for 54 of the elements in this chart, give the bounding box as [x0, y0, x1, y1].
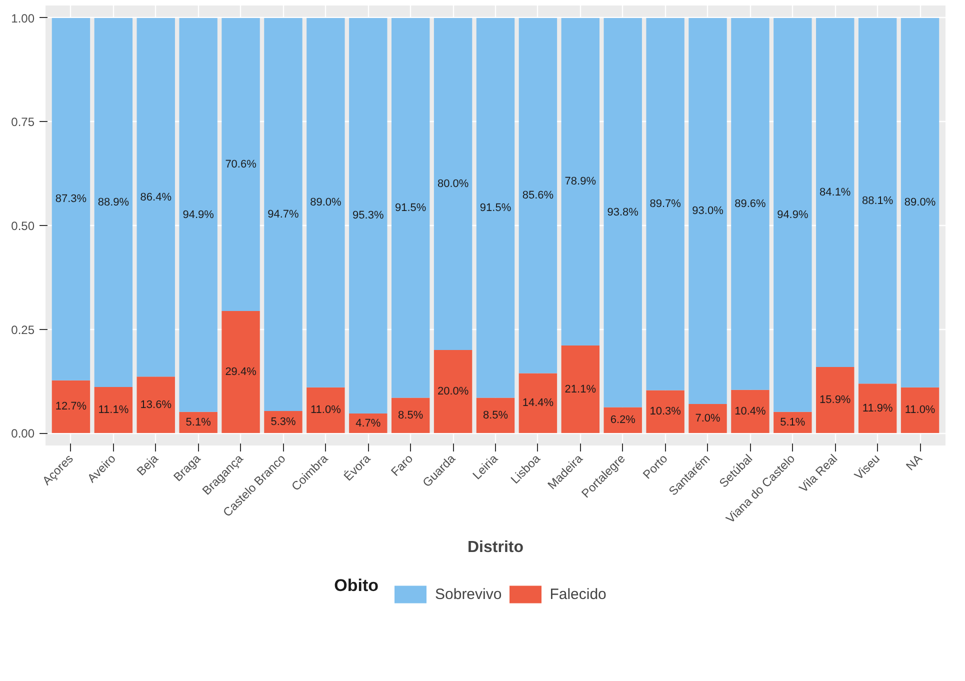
data-label: 87.3% [55, 193, 87, 206]
data-label: 89.7% [650, 198, 682, 210]
data-label: 10.3% [650, 406, 682, 418]
legend-label: Falecido [550, 586, 606, 602]
data-label: 80.0% [437, 178, 469, 190]
x-tick-label: NA [903, 452, 925, 474]
data-label: 15.9% [820, 394, 851, 406]
data-label: 11.9% [862, 402, 893, 414]
data-label: 21.1% [564, 383, 596, 396]
data-label: 6.2% [610, 414, 636, 426]
data-label: 89.0% [310, 196, 342, 209]
y-tick-label: 0.75 [11, 115, 35, 130]
x-tick-label: Faro [388, 451, 416, 479]
data-label: 12.7% [55, 400, 87, 413]
y-tick-label: 1.00 [11, 11, 35, 26]
data-label: 4.7% [356, 417, 381, 430]
data-label: 10.4% [734, 405, 766, 418]
data-label: 94.9% [182, 208, 214, 221]
data-label: 8.5% [482, 409, 508, 422]
x-tick-label: Beja [134, 451, 162, 478]
data-label: 88.1% [862, 194, 894, 207]
x-axis-title: Distrito [468, 538, 524, 556]
data-label: 88.9% [98, 196, 130, 208]
data-label: 70.6% [225, 158, 257, 170]
data-label: 20.0% [437, 386, 469, 398]
data-label: 94.7% [268, 208, 300, 220]
data-label: 89.0% [904, 196, 936, 209]
data-label: 29.4% [225, 366, 257, 378]
data-label: 93.8% [607, 206, 639, 219]
data-label: 95.3% [352, 210, 384, 222]
data-label: 94.9% [777, 208, 808, 221]
data-label: 93.0% [692, 204, 724, 217]
data-label: 11.1% [98, 404, 129, 416]
data-label: 84.1% [820, 186, 851, 198]
data-label: 78.9% [564, 176, 596, 188]
y-tick-label: 0.50 [11, 219, 35, 233]
data-label: 11.0% [310, 404, 342, 416]
data-label: 8.5% [398, 409, 424, 422]
data-label: 5.1% [780, 416, 806, 428]
legend-label: Sobrevivo [435, 586, 502, 602]
legend-title: Obito [334, 576, 379, 595]
data-label: 85.6% [522, 190, 554, 202]
data-label: 91.5% [395, 202, 426, 214]
y-tick-label: 0.00 [11, 426, 35, 441]
data-label: 5.1% [186, 416, 212, 428]
y-tick-label: 0.25 [11, 322, 35, 337]
data-label: 91.5% [480, 202, 512, 214]
data-label: 14.4% [522, 397, 554, 410]
data-label: 13.6% [140, 398, 172, 411]
data-label: 89.6% [734, 198, 766, 210]
data-label: 86.4% [140, 191, 172, 204]
data-label: 5.3% [270, 416, 296, 428]
data-label: 11.0% [904, 404, 936, 416]
data-label: 7.0% [695, 412, 721, 425]
